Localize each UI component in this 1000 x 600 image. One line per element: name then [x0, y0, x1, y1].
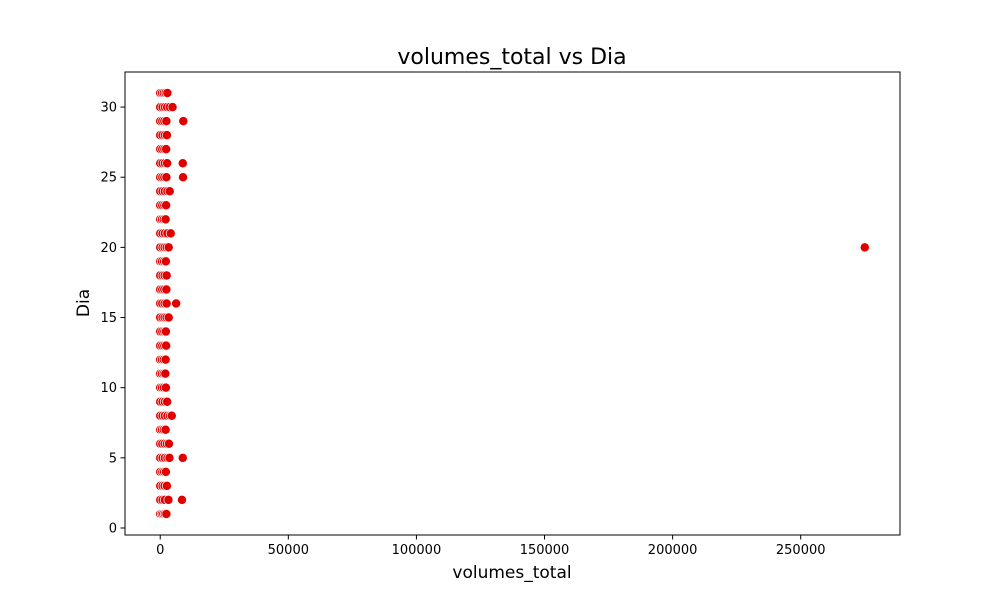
- data-point: [161, 130, 172, 141]
- data-point: [161, 144, 172, 155]
- data-point: [163, 438, 174, 449]
- x-axis: 0 50000 100000 150000 200000 250000: [156, 535, 826, 558]
- x-tick-label: 50000: [268, 543, 309, 558]
- x-tick-label: 250000: [776, 543, 826, 558]
- data-point: [162, 88, 173, 99]
- data-point: [162, 396, 173, 407]
- y-tick-label: 5: [109, 451, 117, 466]
- data-point: [161, 116, 172, 127]
- data-point: [178, 116, 189, 127]
- data-point: [161, 340, 172, 351]
- y-axis: 0 5 10 15 20 25 30: [100, 101, 125, 536]
- y-axis-label: Dia: [74, 289, 94, 317]
- data-point: [177, 158, 188, 169]
- data-point: [164, 186, 175, 197]
- x-tick-label: 0: [156, 543, 164, 558]
- y-tick-label: 15: [100, 311, 117, 326]
- data-point: [162, 158, 173, 169]
- data-point: [161, 298, 172, 309]
- x-tick-label: 150000: [520, 543, 570, 558]
- data-point: [164, 452, 175, 463]
- data-point: [160, 256, 171, 267]
- x-tick-label: 100000: [392, 543, 442, 558]
- chart-title: volumes_total vs Dia: [397, 45, 626, 70]
- plot-frame: [124, 71, 901, 536]
- data-point: [859, 242, 870, 253]
- data-point: [166, 410, 177, 421]
- data-point: [167, 102, 178, 113]
- data-point: [160, 326, 171, 337]
- data-point: [161, 270, 172, 281]
- data-point: [161, 172, 172, 183]
- data-point: [160, 354, 171, 365]
- y-tick-label: 20: [100, 241, 117, 256]
- data-point: [160, 382, 171, 393]
- x-axis-label: volumes_total: [452, 563, 571, 583]
- data-point: [160, 424, 171, 435]
- y-tick-label: 10: [100, 381, 117, 396]
- data-point: [160, 466, 171, 477]
- data-point: [177, 452, 188, 463]
- data-point: [178, 172, 188, 183]
- data-point: [171, 298, 182, 309]
- data-point: [160, 214, 171, 225]
- data-point: [161, 509, 172, 519]
- data-point: [161, 200, 172, 211]
- data-point: [160, 368, 171, 379]
- y-tick-label: 0: [109, 521, 117, 536]
- data-point: [161, 284, 172, 295]
- x-tick-label: 200000: [648, 543, 698, 558]
- data-point: [163, 494, 174, 505]
- y-tick-label: 25: [100, 171, 117, 186]
- data-point: [165, 228, 176, 239]
- data-point: [177, 494, 187, 505]
- data-point: [163, 312, 174, 323]
- points-layer: [155, 88, 870, 519]
- y-tick-label: 30: [100, 101, 117, 116]
- data-point: [161, 480, 172, 491]
- data-point: [163, 242, 174, 253]
